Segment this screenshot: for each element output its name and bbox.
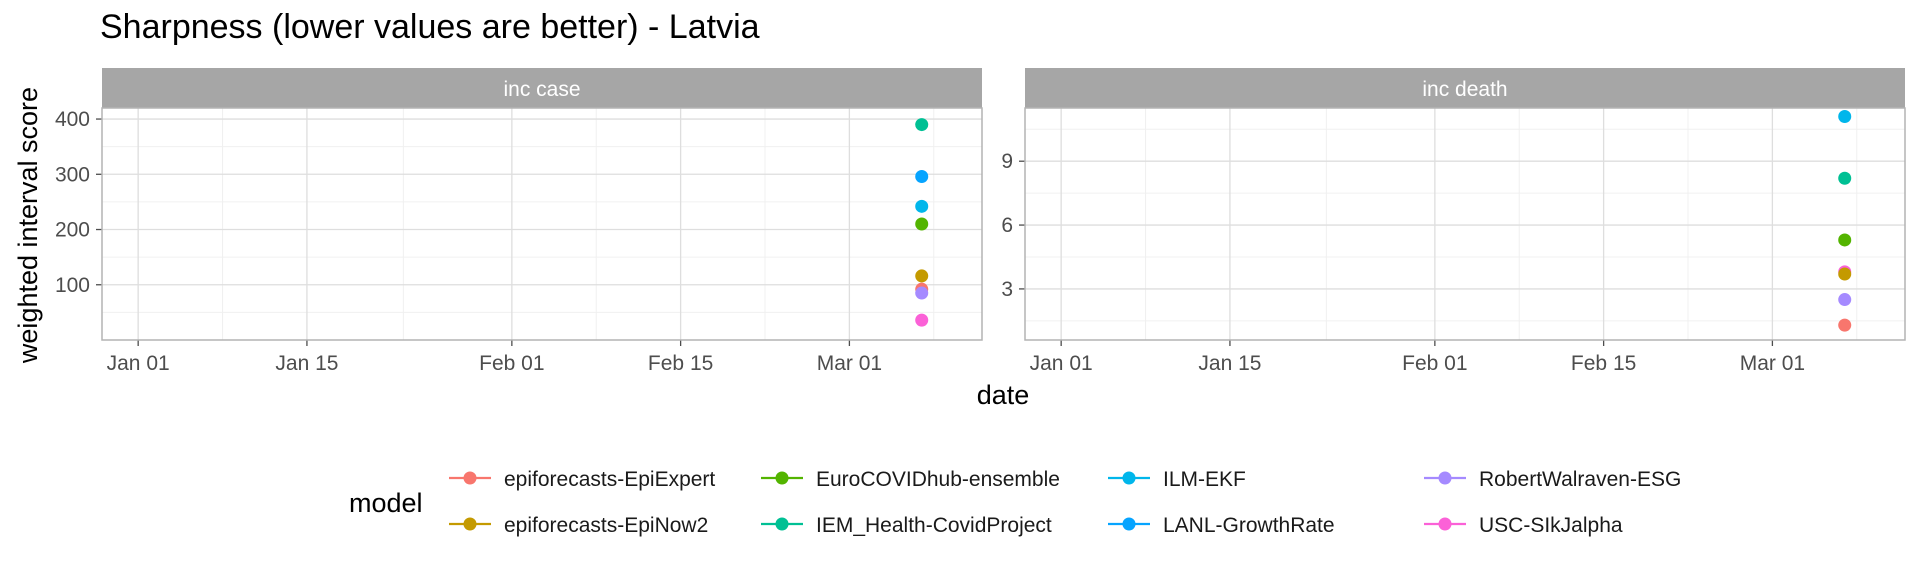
legend: model epiforecasts-EpiExpert epiforecasts… — [349, 468, 1681, 537]
x-tick-label: Feb 01 — [1402, 352, 1467, 375]
legend-item: IEM_Health-CovidProject — [761, 514, 1052, 537]
legend-label: IEM_Health-CovidProject — [816, 514, 1052, 537]
x-tick-label: Feb 15 — [1571, 352, 1636, 375]
x-tick-label: Jan 01 — [107, 352, 170, 375]
y-tick-label: 400 — [55, 108, 90, 131]
legend-key-point — [463, 471, 477, 485]
data-point — [915, 217, 929, 231]
legend-item: epiforecasts-EpiExpert — [449, 468, 715, 491]
legend-key-point — [1122, 517, 1136, 531]
x-tick-label: Mar 01 — [1740, 352, 1805, 375]
y-tick-label: 3 — [1001, 278, 1013, 301]
data-point — [1838, 293, 1852, 307]
strip-label: inc death — [1422, 78, 1507, 101]
y-tick-label: 6 — [1001, 214, 1013, 237]
data-point — [915, 118, 929, 132]
panel-background — [1025, 108, 1905, 340]
data-point — [915, 199, 929, 213]
legend-label: epiforecasts-EpiNow2 — [504, 514, 708, 537]
x-tick-label: Mar 01 — [817, 352, 882, 375]
x-tick-label: Jan 15 — [275, 352, 338, 375]
strip-background — [102, 68, 982, 108]
panel-inc-death: inc death Jan 01 Jan 15 Feb 01 Feb 15 Mar 01 3… — [1001, 68, 1906, 375]
legend-label: RobertWalraven-ESG — [1479, 468, 1681, 491]
data-point — [915, 169, 929, 183]
strip-label: inc case — [503, 78, 580, 101]
legend-key-point — [1438, 471, 1452, 485]
data-point — [1838, 318, 1852, 332]
y-tick-label: 9 — [1001, 150, 1013, 173]
legend-key-point — [463, 517, 477, 531]
y-axis-label: weighted interval score — [13, 87, 43, 364]
legend-key-point — [1122, 471, 1136, 485]
legend-item: LANL-GrowthRate — [1108, 514, 1335, 537]
x-tick-label: Feb 15 — [648, 352, 713, 375]
data-point — [915, 313, 929, 327]
legend-label: USC-SIkJalpha — [1479, 514, 1623, 537]
strip-background — [1025, 68, 1905, 108]
legend-key-point — [1438, 517, 1452, 531]
panel-border — [101, 107, 983, 341]
data-point — [1838, 171, 1852, 185]
legend-item: EuroCOVIDhub-ensemble — [761, 468, 1060, 491]
x-tick-label: Feb 01 — [479, 352, 544, 375]
panel-border — [1024, 107, 1906, 341]
data-point — [915, 286, 929, 300]
panel-inc-case: inc case Jan 01 Jan 15 Feb 01 Feb 15 Mar 01 10… — [55, 68, 983, 375]
x-axis-label: date — [977, 380, 1030, 410]
legend-key-point — [775, 471, 789, 485]
x-tick-label: Jan 15 — [1198, 352, 1261, 375]
data-point — [1838, 267, 1852, 281]
data-point — [1838, 110, 1852, 124]
legend-label: epiforecasts-EpiExpert — [504, 468, 715, 491]
legend-item: RobertWalraven-ESG — [1424, 468, 1681, 491]
y-tick-label: 100 — [55, 274, 90, 297]
legend-label: LANL-GrowthRate — [1163, 514, 1335, 537]
legend-title: model — [349, 488, 423, 518]
y-tick-label: 300 — [55, 163, 90, 186]
y-tick-label: 200 — [55, 219, 90, 242]
legend-key-point — [775, 517, 789, 531]
legend-item: USC-SIkJalpha — [1424, 514, 1623, 537]
legend-item: epiforecasts-EpiNow2 — [449, 514, 708, 537]
facet-panels: inc case Jan 01 Jan 15 Feb 01 Feb 15 Mar 01 10… — [55, 68, 1906, 375]
data-point — [915, 269, 929, 283]
legend-label: ILM-EKF — [1163, 468, 1246, 491]
legend-label: EuroCOVIDhub-ensemble — [816, 468, 1060, 491]
legend-item: ILM-EKF — [1108, 468, 1246, 491]
x-tick-label: Jan 01 — [1030, 352, 1093, 375]
chart-title: Sharpness (lower values are better) - La… — [100, 8, 760, 46]
data-point — [1838, 233, 1852, 247]
